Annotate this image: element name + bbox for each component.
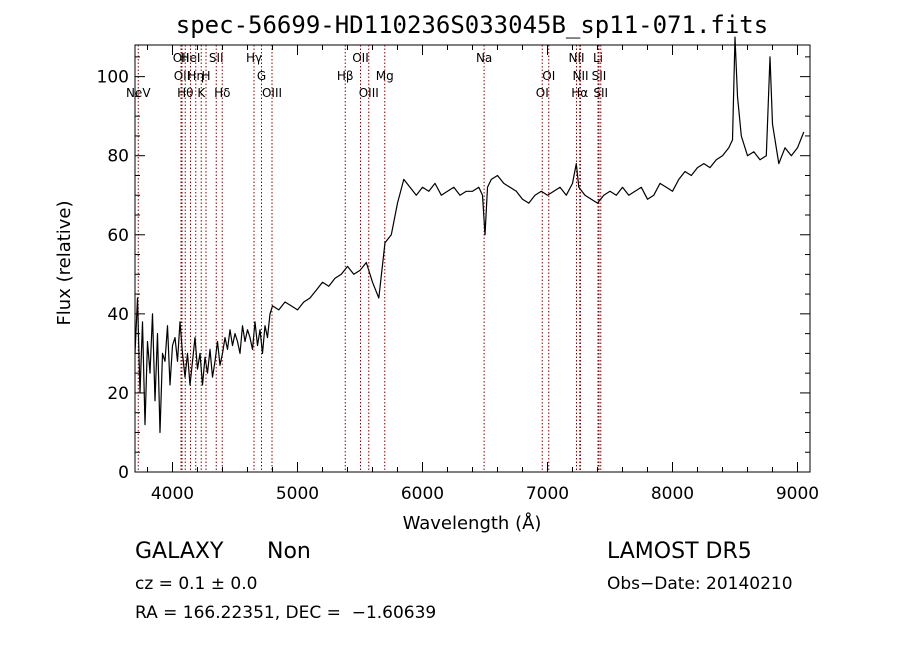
- x-tick-label-1: 5000: [276, 484, 319, 504]
- line-marker-label-21: NII: [572, 69, 588, 83]
- line-marker-label-3: Hθ: [177, 86, 193, 100]
- object-subclass: Non: [267, 539, 311, 564]
- line-marker-label-18: OI: [536, 86, 549, 100]
- x-tick-label-2: 6000: [401, 484, 444, 504]
- line-marker-label-23: Li: [593, 51, 603, 65]
- line-marker-label-17: Na: [476, 51, 492, 65]
- object-class: GALAXY: [135, 539, 224, 564]
- line-marker-label-19: OI: [542, 69, 555, 83]
- y-tick-label-1: 20: [107, 384, 129, 404]
- x-tick-label-4: 8000: [651, 484, 694, 504]
- y-tick-label-5: 100: [97, 68, 129, 88]
- line-marker-label-4: HeI: [181, 51, 201, 65]
- line-marker-label-12: OIII: [262, 86, 282, 100]
- line-marker-label-1: OII: [173, 51, 190, 65]
- y-tick-label-4: 80: [107, 147, 129, 167]
- survey-name: LAMOST DR5: [607, 539, 752, 564]
- line-marker-label-10: Hγ: [246, 51, 262, 65]
- y-tick-label-3: 60: [107, 226, 129, 246]
- observation-date: Obs−Date: 20140210: [607, 574, 793, 594]
- x-axis-label: Wavelength (Å): [403, 512, 542, 534]
- y-axis: 0 20 40 60 80 100: [97, 56, 810, 483]
- line-marker-label-0: NeV: [126, 86, 151, 100]
- y-axis-label: Flux (relative): [54, 200, 75, 325]
- y-tick-label-0: 0: [118, 463, 129, 483]
- line-marker-label-25: SII: [593, 86, 608, 100]
- line-marker-label-14: OII: [352, 51, 369, 65]
- line-marker-label-20: NII: [568, 51, 584, 65]
- coordinates: RA = 166.22351, DEC = −1.60639: [135, 603, 437, 623]
- spectrum-series: [134, 36, 805, 434]
- chart-title: spec-56699-HD110236S033045B_sp11-071.fit…: [176, 11, 768, 39]
- line-marker-label-16: Mg: [376, 69, 394, 83]
- line-marker-label-8: SII: [209, 51, 224, 65]
- x-tick-label-5: 9000: [776, 484, 819, 504]
- x-axis: 4000 5000 6000 7000 8000 9000: [147, 45, 819, 504]
- line-marker-label-2: OII: [174, 69, 191, 83]
- line-marker-label-24: SII: [592, 69, 607, 83]
- line-marker-label-6: K: [197, 86, 206, 100]
- line-marker-label-13: Hβ: [337, 69, 354, 83]
- x-tick-label-3: 7000: [526, 484, 569, 504]
- line-marker-label-9: Hδ: [214, 86, 230, 100]
- line-marker-label-22: Hα: [571, 86, 588, 100]
- y-tick-label-2: 40: [107, 305, 129, 325]
- spectrum-line-0: [134, 36, 805, 434]
- line-marker-label-11: G: [257, 69, 266, 83]
- plot-frame: [134, 44, 811, 473]
- emission-line-markers: NeV OII OII Hθ HeI Hη KH SII Hδ Hγ G OIII Hβ OII OIII M…: [126, 45, 608, 472]
- x-tick-label-0: 4000: [151, 484, 194, 504]
- line-marker-label-5: Hη: [187, 69, 204, 83]
- redshift-cz: cz = 0.1 ± 0.0: [135, 574, 258, 594]
- line-marker-label-15: OIII: [359, 86, 379, 100]
- line-marker-label-7: H: [201, 69, 210, 83]
